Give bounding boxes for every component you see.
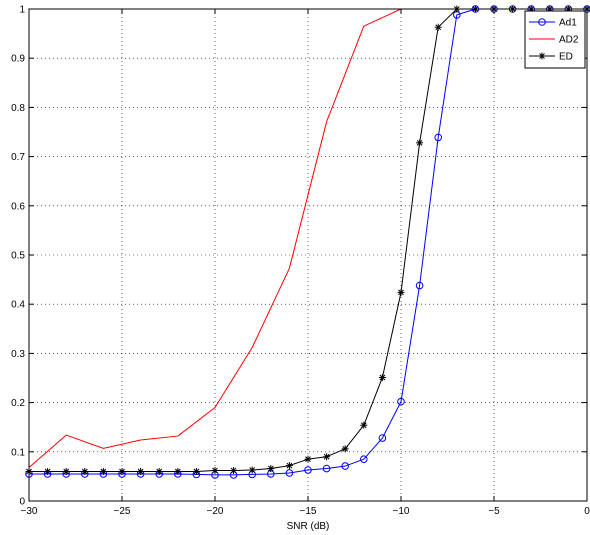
data-point-ed [323, 453, 331, 461]
legend: Ad1 AD2 ED [524, 10, 586, 69]
data-point-ed [267, 465, 275, 473]
data-point-ad1 [341, 462, 350, 470]
y-tick-label: 0.8 [11, 103, 25, 114]
legend-item-ed: ED [529, 52, 573, 63]
legend-item-ad2: AD2 [529, 35, 579, 46]
x-tick-label: −15 [300, 506, 317, 517]
data-point-ed [285, 462, 293, 470]
data-point-ed [155, 467, 163, 475]
legend-marker-ed [538, 52, 546, 60]
grid-lines [29, 9, 587, 501]
axis-ticks: −30 −25 −20 −15 −10 −5 0 0 0.1 0.2 0.3 0.4 0.5 0.6 0.7… [11, 5, 590, 518]
data-point-ed [81, 467, 89, 475]
data-point-ad1 [285, 469, 294, 477]
y-tick-label: 0 [19, 497, 25, 508]
x-tick-label: −10 [393, 506, 410, 517]
data-point-ed [360, 421, 368, 429]
data-point-ad1 [378, 434, 387, 442]
x-tick-label: −30 [21, 506, 38, 517]
data-point-ad1 [360, 455, 368, 463]
y-tick-label: 0.5 [11, 251, 25, 262]
data-point-ed [99, 467, 107, 475]
y-tick-label: 0.9 [11, 54, 25, 65]
data-point-ed [341, 445, 349, 453]
legend-label-ad2: AD2 [559, 35, 579, 46]
legend-label-ad1: Ad1 [559, 18, 577, 29]
data-point-ed [44, 467, 52, 475]
y-tick-label: 0.3 [11, 349, 25, 360]
legend-marker-ad1 [538, 18, 546, 26]
data-point-ed [434, 23, 442, 31]
data-point-ad1 [322, 464, 331, 473]
data-point-ed [211, 466, 219, 474]
data-point-ad1 [397, 397, 405, 406]
data-point-ed [174, 467, 182, 475]
data-point-ed [62, 467, 70, 475]
data-point-ed [248, 466, 256, 474]
data-point-ed [137, 467, 145, 475]
data-point-ed [118, 467, 126, 475]
x-tick-label: −25 [114, 506, 131, 517]
y-tick-label: 0.4 [11, 300, 25, 311]
data-point-ed [192, 467, 200, 475]
x-tick-label: −20 [207, 506, 224, 517]
x-tick-label: 0 [584, 506, 590, 517]
legend-label-ed: ED [559, 52, 573, 63]
y-tick-label: 0.2 [11, 398, 25, 409]
data-point-ed [378, 374, 386, 382]
y-tick-label: 1 [19, 5, 25, 16]
data-point-ed [230, 466, 238, 474]
data-point-ad1 [434, 133, 443, 142]
y-tick-label: 0.1 [11, 447, 25, 458]
data-point-ed [397, 288, 405, 296]
x-axis-label: SNR (dB) [287, 521, 330, 532]
data-point-ad1 [304, 466, 312, 474]
y-tick-label: 0.6 [11, 201, 25, 212]
data-point-ed [416, 139, 424, 147]
data-point-ed [304, 455, 312, 463]
y-tick-label: 0.7 [11, 152, 25, 163]
data-point-ad1 [415, 281, 424, 290]
x-tick-label: −5 [488, 506, 500, 517]
legend-item-ad1: Ad1 [529, 18, 577, 29]
